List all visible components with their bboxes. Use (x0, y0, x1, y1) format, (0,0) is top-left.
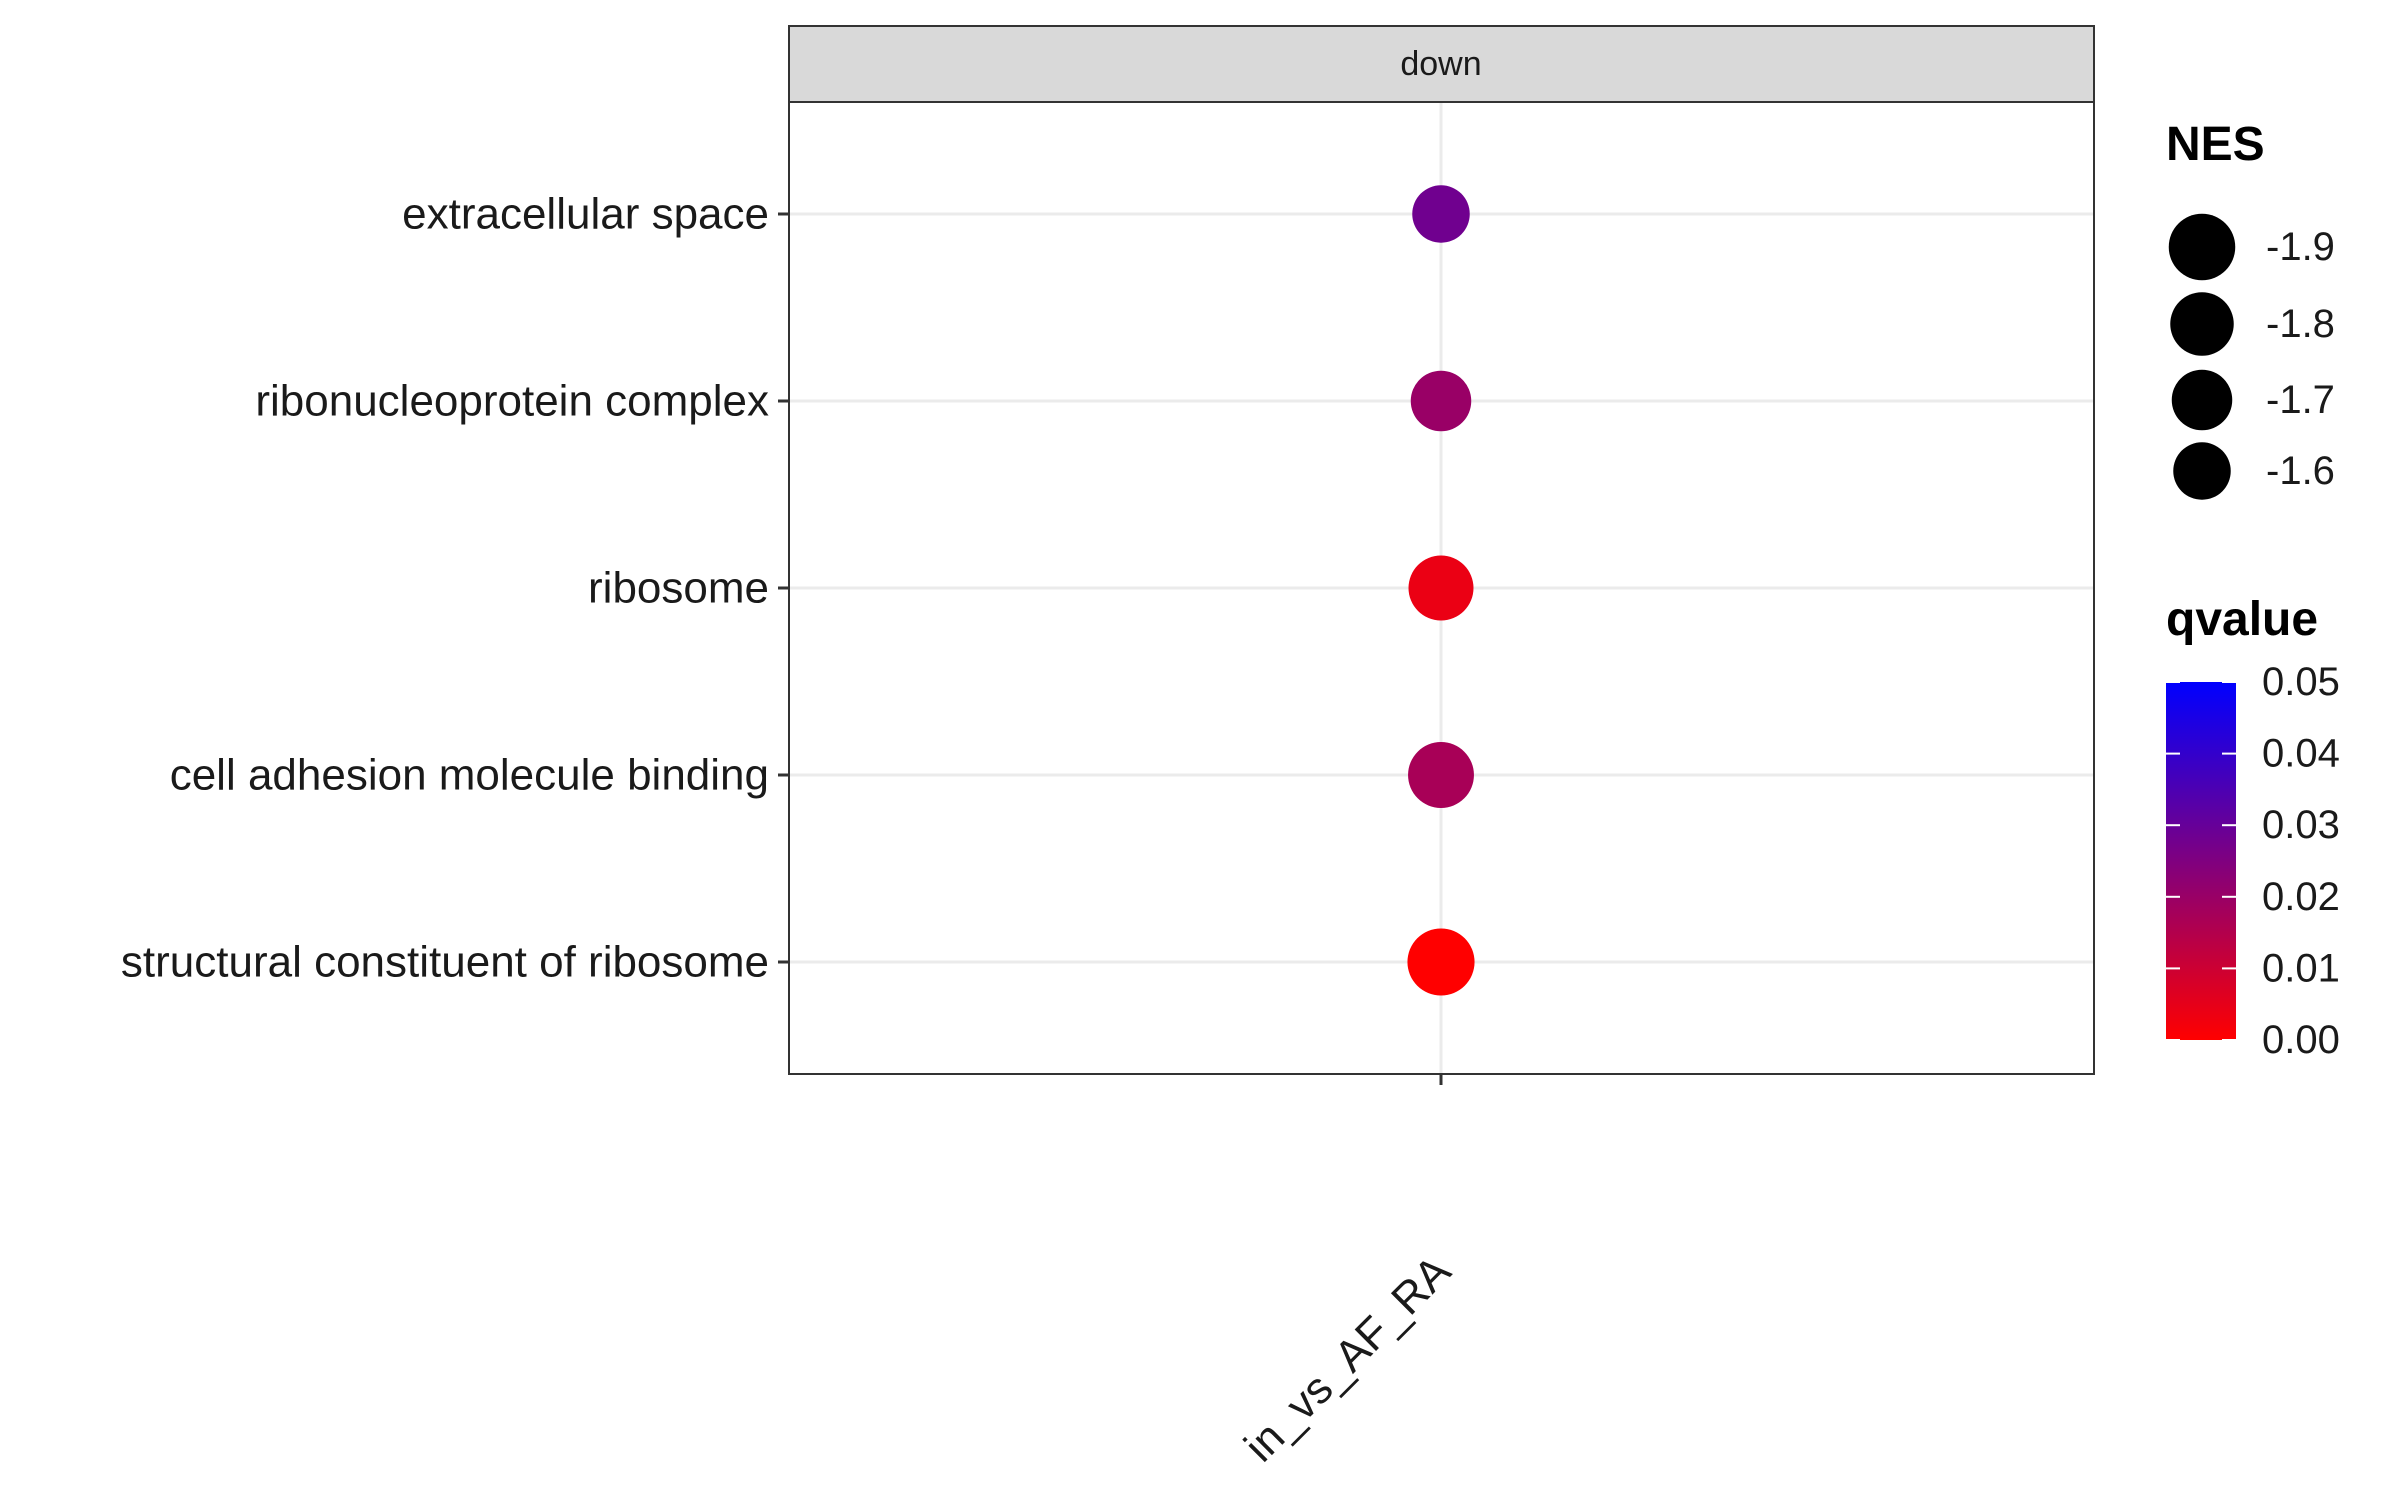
nes-legend-title: NES (2166, 118, 2265, 171)
x-tick-label: in_vs_AF_RA (1235, 1246, 1460, 1471)
qvalue-legend-label: 0.02 (2262, 875, 2340, 919)
data-point (1407, 928, 1475, 996)
qvalue-colorbar (2166, 682, 2236, 1040)
qvalue-legend-title: qvalue (2166, 593, 2318, 646)
nes-legend-label: -1.8 (2266, 302, 2335, 346)
qvalue-legend-label: 0.01 (2262, 946, 2340, 990)
data-points (1407, 185, 1475, 996)
data-point (1408, 742, 1474, 808)
qvalue-legend-label: 0.00 (2262, 1018, 2340, 1062)
axes: extracellular space ribonucleoprotein com… (121, 190, 1461, 1472)
data-point (1408, 555, 1474, 621)
qvalue-legend-label: 0.04 (2262, 732, 2340, 776)
nes-legend-key (2173, 442, 2231, 500)
nes-legend-key (2170, 292, 2234, 356)
qvalue-legend-label: 0.03 (2262, 803, 2340, 847)
y-tick-label: extracellular space (402, 190, 769, 239)
nes-size-legend: NES -1.9 -1.8 -1.7 -1.6 (2166, 118, 2335, 500)
facet-strip (788, 25, 2095, 103)
nes-legend-key (2171, 369, 2233, 431)
qvalue-color-legend: qvalue 0.05 0.04 0.03 0.02 0.01 0.00 (2166, 593, 2340, 1062)
data-point (1410, 370, 1472, 432)
qvalue-legend-label: 0.05 (2262, 660, 2340, 704)
nes-legend-label: -1.9 (2266, 225, 2335, 269)
y-tick-label: structural constituent of ribosome (121, 938, 769, 987)
y-tick-label: ribonucleoprotein complex (255, 377, 769, 426)
y-tick-label: ribosome (588, 564, 769, 613)
nes-legend-label: -1.7 (2266, 378, 2335, 422)
facet-label: down (1400, 45, 1481, 83)
y-tick-label: cell adhesion molecule binding (170, 751, 769, 800)
nes-legend-label: -1.6 (2266, 449, 2335, 493)
nes-legend-key (2168, 213, 2236, 281)
data-point (1412, 185, 1470, 243)
